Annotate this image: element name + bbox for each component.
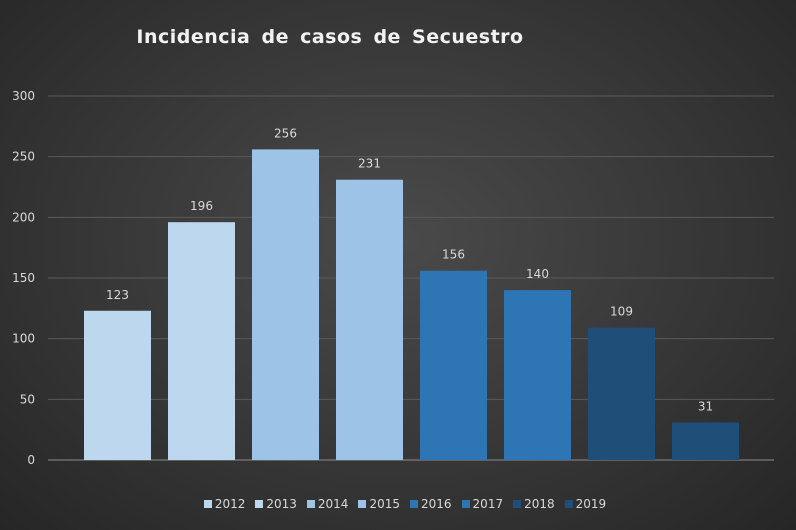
data-label: 196 — [190, 199, 213, 213]
legend-item-2013: 2013 — [255, 497, 297, 511]
legend-label: 2012 — [214, 497, 246, 511]
legend-label: 2017 — [472, 497, 504, 511]
chart-title: Incidencia de casos de Secuestro — [136, 26, 524, 48]
legend-swatch — [410, 500, 418, 508]
legend-item-2015: 2015 — [358, 497, 400, 511]
legend-label: 2013 — [266, 497, 297, 511]
y-tick-label: 250 — [12, 150, 35, 164]
data-label: 140 — [526, 267, 549, 281]
bar-2014 — [252, 149, 319, 461]
y-tick-label: 200 — [12, 210, 35, 224]
legend-swatch — [358, 500, 367, 508]
legend-swatch — [513, 500, 522, 508]
y-tick-label: 50 — [20, 392, 35, 406]
y-tick-label: 100 — [12, 332, 35, 346]
data-label: 31 — [698, 399, 713, 413]
legend-item-2014: 2014 — [306, 497, 349, 511]
legend: 2012 2013 2014 2015 2016 2017 2018 2019 — [0, 497, 796, 511]
legend-swatch — [203, 500, 212, 508]
legend-item-2018: 2018 — [513, 497, 555, 511]
bar-2015 — [336, 179, 403, 460]
bar-2016 — [420, 270, 487, 460]
legend-label: 2018 — [524, 497, 555, 511]
bar-2018 — [588, 327, 655, 460]
legend-label: 2014 — [317, 497, 349, 511]
bar-2019 — [672, 422, 739, 460]
bar-2013 — [168, 222, 235, 460]
legend-label: 2015 — [369, 497, 400, 511]
legend-swatch — [255, 500, 264, 508]
bar-2017 — [504, 290, 571, 460]
legend-swatch — [564, 500, 573, 508]
legend-swatch — [306, 500, 315, 508]
legend-label: 2016 — [421, 497, 452, 511]
y-tick-label: 300 — [12, 89, 35, 103]
data-label: 256 — [274, 126, 297, 140]
legend-item-2017: 2017 — [461, 497, 504, 511]
legend-swatch — [461, 500, 470, 508]
bar-2012 — [84, 310, 151, 460]
legend-label: 2019 — [575, 497, 607, 511]
data-label: 231 — [358, 157, 381, 171]
data-label: 123 — [106, 288, 129, 302]
legend-item-2016: 2016 — [410, 497, 452, 511]
legend-item-2012: 2012 — [203, 497, 246, 511]
y-tick-label: 150 — [12, 271, 35, 285]
y-tick-label: 0 — [27, 453, 35, 467]
data-label: 109 — [610, 305, 633, 319]
legend-item-2019: 2019 — [564, 497, 607, 511]
data-label: 156 — [442, 248, 465, 262]
